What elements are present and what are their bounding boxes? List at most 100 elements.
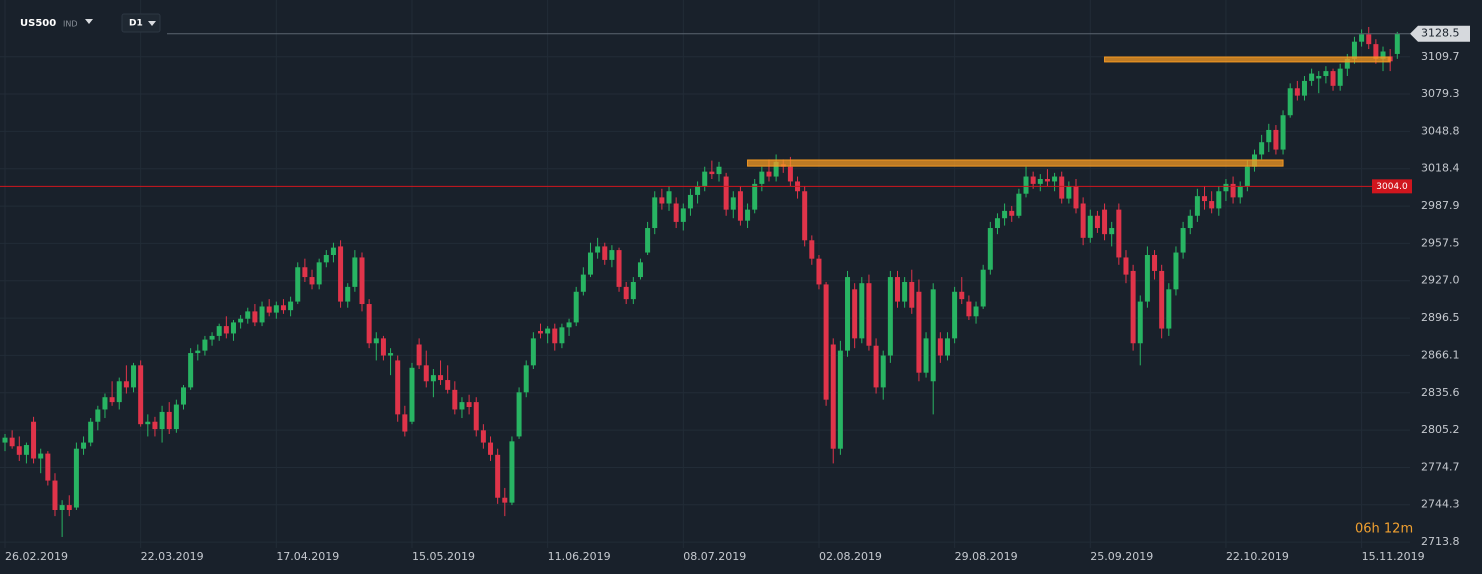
x-tick-label: 22.03.2019 [141,550,204,563]
candle-body [530,338,536,366]
candle-body [1301,80,1307,96]
candle-body [309,277,315,285]
candle-body [1237,186,1243,198]
candle-body [809,240,815,259]
symbol[interactable]: US500 [20,18,56,29]
candle-body [787,166,793,182]
candle-body [216,326,222,336]
candle-body [452,389,458,410]
candle-body [538,331,543,334]
candle-body [1287,88,1293,116]
candle-body [1009,210,1015,216]
candle-body [1294,88,1300,96]
candle-body [1137,301,1143,344]
y-tick-label: 3079.3 [1421,87,1460,100]
candle-body [966,301,972,317]
candle-body [31,421,37,459]
candle-body [923,338,929,373]
candle-body [195,350,201,354]
candle-body [173,404,179,430]
candle-body [1102,209,1108,235]
candle-body [1223,183,1229,192]
candle-body [23,445,29,455]
candle-body [1366,34,1372,45]
candle-body [181,387,186,405]
candle-body [473,402,479,431]
y-tick-label: 3048.8 [1421,124,1460,137]
candle-body [1202,196,1208,202]
candle-body [95,409,101,422]
candle-body [759,171,765,184]
candle-body [852,289,858,339]
candle-body [573,291,579,323]
x-tick-label: 22.10.2019 [1226,550,1289,563]
candle-body [1094,215,1100,229]
candle-body [459,402,465,410]
candle-body [188,353,194,388]
candle-body [616,250,622,287]
dropdown-arrow[interactable] [85,19,93,24]
dropdown-arrow[interactable] [148,21,156,26]
candle-body [1359,34,1365,42]
candle-body [902,281,908,302]
candle-body [430,375,436,382]
candle-body [1144,254,1150,302]
y-tick-label: 2866.1 [1421,348,1460,361]
x-tick-label: 02.08.2019 [819,550,882,563]
candle-body [1037,178,1043,184]
candle-body [987,228,993,270]
candle-body [81,442,87,449]
candle-body [345,286,351,302]
candle-body [202,339,208,351]
x-tick-label: 08.07.2019 [683,550,746,563]
candle-body [1044,178,1050,182]
candle-body [145,421,151,425]
timeframe[interactable]: D1 [129,19,143,29]
countdown: 06h 12m [1355,522,1413,537]
candle-body [587,252,593,275]
candle-body [102,397,108,410]
candle-body [887,277,893,356]
candle-body [566,322,572,328]
candle-body [545,328,551,334]
candle-body [73,448,79,508]
candle-body [1266,129,1272,143]
candle-body [1373,44,1379,59]
candle-body [1173,252,1179,290]
x-tick-label: 15.11.2019 [1362,550,1425,563]
candle-body [952,291,958,339]
candle-body [752,183,758,210]
y-tick-label: 3109.7 [1421,50,1460,63]
candle-body [280,305,286,311]
candle-body [973,306,979,317]
y-tick-label: 2774.7 [1421,460,1460,473]
candle-body [1016,193,1022,216]
last-price-tag [1410,25,1470,42]
candle-body [773,161,779,177]
candle-body [1152,254,1158,271]
candle-body [238,318,244,323]
candle-body [295,267,301,302]
candle-body [723,176,729,210]
candle-body [1166,289,1172,329]
candle-body [480,430,486,443]
candle-body [1030,176,1036,184]
y-tick-label: 2713.8 [1421,535,1460,548]
candle-body [837,350,843,449]
candle-body [359,257,365,305]
candle-body [402,414,408,432]
candle-body [673,203,679,222]
candle-body [352,257,358,287]
y-tick-label: 2957.5 [1421,236,1460,249]
candle-body [1244,166,1250,187]
timeframe-box[interactable] [121,13,161,33]
candle-body [523,365,529,393]
candle-body [623,286,629,300]
candle-body [273,305,279,313]
candle-body [488,442,494,455]
candle-body [823,284,829,400]
candle-body [88,421,94,443]
level-label: 3004.0 [1376,182,1408,192]
candle-body [1216,191,1222,209]
candle-body [1273,129,1279,150]
